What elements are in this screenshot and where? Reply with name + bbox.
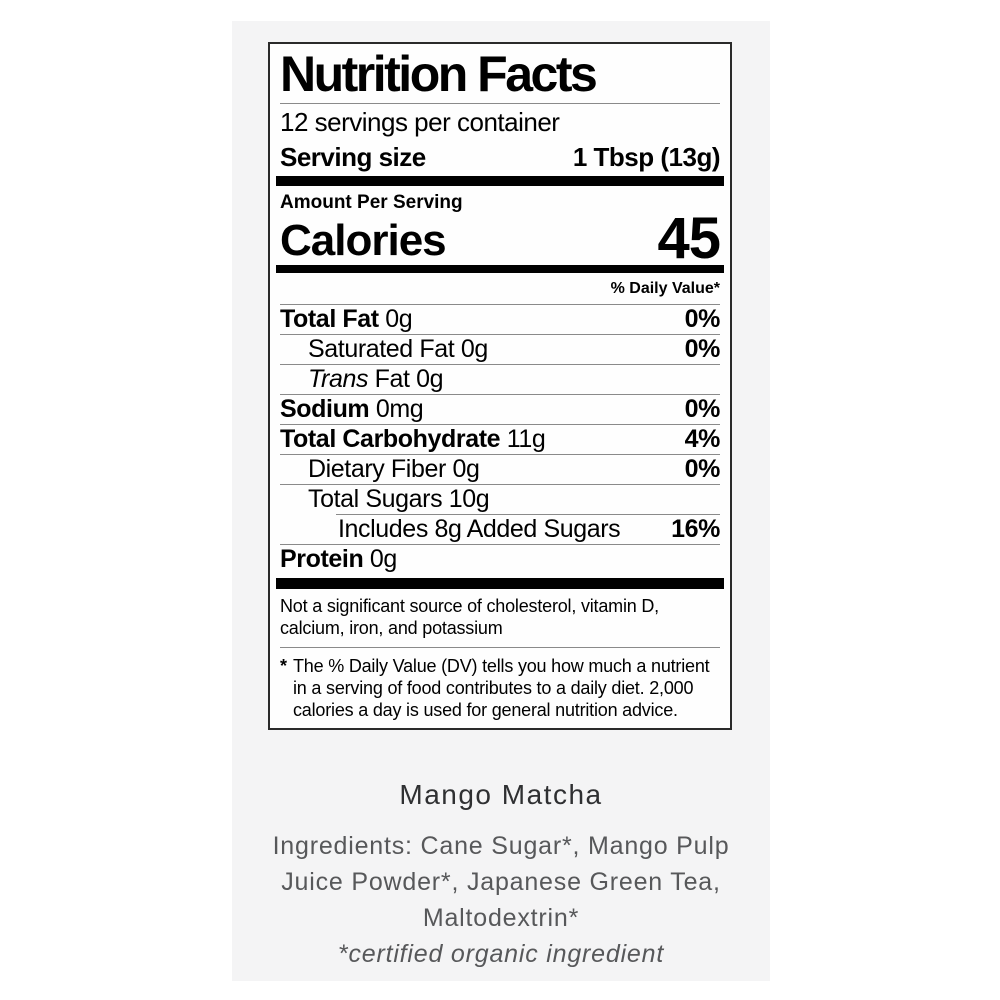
ingredients-line: Ingredients: Cane Sugar*, Mango Pulp: [272, 832, 730, 860]
nutrient-amount: 0g: [452, 455, 480, 483]
ingredients-line: Juice Powder*, Japanese Green Tea,: [281, 868, 721, 896]
nutrient-row-total-sugars: Total Sugars 10g: [280, 485, 720, 514]
daily-value-header: % Daily Value*: [610, 280, 720, 297]
nutrient-row-added-sugars: Includes 8g Added Sugars 16%: [280, 515, 720, 544]
divider: [280, 394, 720, 395]
nutrient-dv: 4%: [684, 425, 721, 453]
nutrient-row-total-fat: Total Fat 0g 0%: [280, 305, 720, 334]
divider: [280, 454, 720, 455]
product-name: Mango Matcha: [399, 779, 603, 810]
nutrient-row-saturated-fat: Saturated Fat 0g 0%: [280, 335, 720, 364]
calories-value: 45: [657, 206, 721, 271]
nutrient-row-trans-fat: Trans Fat 0g: [280, 365, 720, 394]
amount-per-serving-label: Amount Per Serving: [280, 192, 463, 213]
nutrient-dv: 16%: [671, 515, 720, 543]
footnote-asterisk: *: [280, 656, 287, 676]
organic-ingredient-note: *certified organic ingredient: [337, 940, 665, 968]
nutrient-row-total-carbohydrate: Total Carbohydrate 11g 4%: [280, 425, 720, 454]
nutrient-dv: 0%: [684, 455, 721, 483]
serving-size-label: Serving size: [280, 142, 426, 172]
nutrient-name: Protein: [280, 545, 364, 573]
nutrient-row-protein: Protein 0g: [280, 545, 720, 574]
nutrient-name: Saturated Fat: [308, 335, 455, 363]
product-label-card: Nutrition Facts 12 servings per containe…: [232, 21, 770, 981]
divider: [280, 424, 720, 425]
footnote-text: The % Daily Value (DV) tells you how muc…: [293, 656, 710, 720]
calories-row: Calories 45: [280, 206, 721, 271]
nutrient-amount: 0mg: [375, 395, 424, 423]
ingredients-line: Maltodextrin*: [422, 904, 580, 932]
divider: [280, 484, 720, 485]
serving-size-value: 1 Tbsp (13g): [572, 142, 721, 172]
divider: [336, 514, 720, 515]
nutrient-amount: 0g: [369, 545, 397, 573]
nutrient-name: Dietary Fiber: [308, 455, 446, 483]
divider: [280, 334, 720, 335]
thick-separator: [276, 578, 724, 589]
nutrient-name: Total Sugars: [308, 485, 443, 513]
divider: [280, 364, 720, 365]
not-significant-note: Not a significant source of cholesterol,…: [280, 596, 659, 638]
nutrient-name: Total Fat: [280, 305, 379, 333]
nutrient-name: Includes 8g Added Sugars: [338, 515, 621, 543]
nutrient-amount: 0g: [416, 365, 444, 393]
nutrient-dv: 0%: [684, 305, 721, 333]
nutrient-row-dietary-fiber: Dietary Fiber 0g 0%: [280, 455, 720, 484]
nutrient-amount: 0g: [385, 305, 413, 333]
nutrient-name-italic: Trans: [308, 365, 369, 393]
daily-value-footnote: * The % Daily Value (DV) tells you how m…: [280, 648, 720, 724]
nutrient-dv: 0%: [684, 335, 721, 363]
nutrient-name: Fat: [368, 365, 410, 393]
ingredients-list: Ingredients: Cane Sugar*, Mango Pulp Jui…: [232, 828, 770, 936]
nutrient-row-sodium: Sodium 0mg 0%: [280, 395, 720, 424]
calories-label: Calories: [280, 216, 447, 265]
nutrition-facts-label: Nutrition Facts 12 servings per containe…: [268, 42, 732, 730]
divider: [280, 544, 720, 545]
serving-size-row: Serving size 1 Tbsp (13g): [280, 141, 721, 174]
nutrient-amount: 11g: [506, 425, 546, 453]
nutrient-dv: 0%: [684, 395, 721, 423]
nutrient-name: Sodium: [280, 395, 370, 423]
divider: [280, 103, 720, 104]
divider: [280, 304, 720, 305]
label-title: Nutrition Facts: [280, 46, 598, 102]
divider: [280, 647, 720, 648]
nutrient-amount: 0g: [460, 335, 488, 363]
thick-separator: [276, 265, 724, 273]
nutrient-amount: 10g: [448, 485, 490, 513]
servings-per-container: 12 servings per container: [280, 107, 560, 137]
thick-separator: [276, 176, 724, 186]
product-info: Mango Matcha Ingredients: Cane Sugar*, M…: [232, 778, 770, 972]
nutrient-name: Total Carbohydrate: [280, 425, 501, 453]
